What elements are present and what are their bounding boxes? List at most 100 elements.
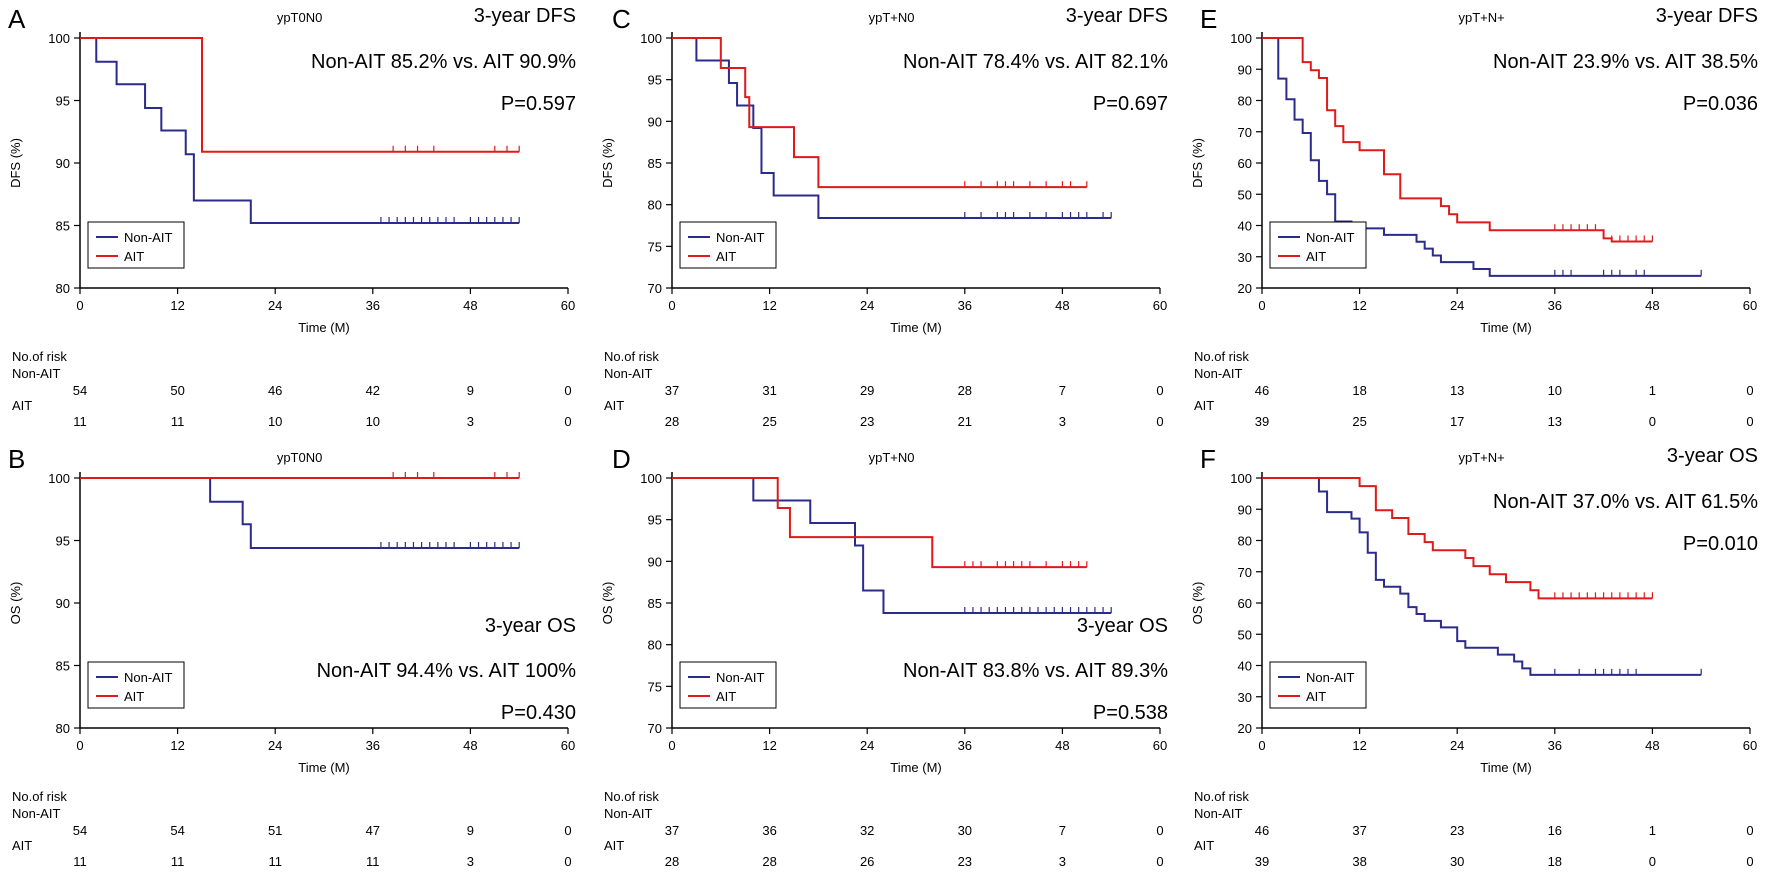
y-tick-label: 70	[1238, 125, 1252, 140]
risk-count-non-ait: 30	[958, 823, 972, 838]
risk-header: No.of risk	[1194, 349, 1249, 364]
risk-count-non-ait: 7	[1059, 383, 1066, 398]
risk-count-non-ait: 37	[665, 823, 679, 838]
risk-count-ait: 11	[73, 414, 87, 429]
annotation-comparison: Non-AIT 37.0% vs. AIT 61.5%	[1493, 491, 1758, 513]
y-tick-label: 75	[648, 679, 662, 694]
x-tick-label: 48	[1645, 298, 1659, 313]
x-tick-label: 24	[268, 738, 282, 753]
annotation-endpoint: 3-year DFS	[1066, 5, 1168, 27]
legend-label: Non-AIT	[124, 670, 172, 685]
risk-count-non-ait: 0	[1156, 383, 1163, 398]
risk-count-ait: 25	[762, 414, 776, 429]
annotation-comparison: Non-AIT 78.4% vs. AIT 82.1%	[903, 51, 1168, 73]
x-tick-label: 12	[762, 298, 776, 313]
panel-letter: A	[8, 4, 26, 34]
annotation-comparison: Non-AIT 23.9% vs. AIT 38.5%	[1493, 51, 1758, 73]
risk-count-non-ait: 51	[268, 823, 282, 838]
x-tick-label: 24	[1450, 298, 1464, 313]
x-axis-label: Time (M)	[298, 760, 350, 775]
risk-count-ait: 17	[1450, 414, 1464, 429]
legend-label: AIT	[124, 249, 144, 264]
legend-label: Non-AIT	[1306, 230, 1354, 245]
legend-label: AIT	[124, 689, 144, 704]
risk-label-non-ait: Non-AIT	[1194, 366, 1242, 381]
y-tick-label: 80	[56, 281, 70, 296]
annotation-endpoint: 3-year DFS	[474, 5, 576, 27]
risk-count-ait: 0	[1746, 854, 1753, 869]
annotation-p-value: P=0.430	[501, 702, 576, 724]
y-tick-label: 60	[1238, 596, 1252, 611]
km-curve-non-ait	[1262, 477, 1702, 676]
risk-header: No.of risk	[1194, 789, 1249, 804]
panel-subtitle: ypT0N0	[277, 450, 323, 465]
risk-label-ait: AIT	[1194, 838, 1214, 853]
y-tick-label: 20	[1238, 281, 1252, 296]
y-tick-label: 100	[48, 31, 70, 46]
x-tick-label: 48	[1055, 298, 1069, 313]
y-axis-label: OS (%)	[8, 582, 23, 625]
x-tick-label: 36	[958, 298, 972, 313]
y-tick-label: 80	[648, 638, 662, 653]
km-curve-ait	[672, 477, 1087, 569]
risk-header: No.of risk	[604, 349, 659, 364]
x-tick-label: 60	[1153, 738, 1167, 753]
risk-count-ait: 23	[860, 414, 874, 429]
risk-count-ait: 11	[171, 854, 185, 869]
risk-count-ait: 30	[1450, 854, 1464, 869]
risk-count-ait: 26	[860, 854, 874, 869]
risk-count-ait: 28	[665, 414, 679, 429]
annotation-p-value: P=0.036	[1683, 93, 1758, 115]
y-tick-label: 70	[648, 721, 662, 736]
legend-label: AIT	[716, 249, 736, 264]
risk-count-non-ait: 0	[564, 383, 571, 398]
legend-box	[1269, 221, 1367, 269]
y-tick-label: 20	[1238, 721, 1252, 736]
y-axis-label: DFS (%)	[1190, 138, 1205, 188]
y-tick-label: 90	[1238, 62, 1252, 77]
x-tick-label: 48	[463, 738, 477, 753]
x-axis-label: Time (M)	[890, 760, 942, 775]
risk-count-ait: 18	[1548, 854, 1562, 869]
y-axis-label: DFS (%)	[600, 138, 615, 188]
risk-count-ait: 0	[1156, 414, 1163, 429]
legend-box	[1269, 661, 1367, 709]
x-tick-label: 60	[1153, 298, 1167, 313]
risk-count-ait: 3	[467, 854, 474, 869]
y-tick-label: 80	[1238, 94, 1252, 109]
km-curve-non-ait	[1262, 37, 1702, 277]
km-curve-non-ait	[80, 477, 520, 549]
risk-count-non-ait: 46	[1255, 823, 1269, 838]
risk-count-ait: 0	[1746, 414, 1753, 429]
y-axis-label: OS (%)	[1190, 582, 1205, 625]
risk-count-ait: 0	[564, 854, 571, 869]
x-axis-label: Time (M)	[890, 320, 942, 335]
annotation-p-value: P=0.597	[501, 93, 576, 115]
panel-subtitle: ypT+N0	[869, 450, 915, 465]
y-tick-label: 85	[56, 219, 70, 234]
x-tick-label: 24	[268, 298, 282, 313]
annotation-comparison: Non-AIT 83.8% vs. AIT 89.3%	[903, 660, 1168, 682]
risk-label-ait: AIT	[604, 838, 624, 853]
risk-count-non-ait: 46	[1255, 383, 1269, 398]
risk-count-ait: 28	[665, 854, 679, 869]
legend-label: Non-AIT	[124, 230, 172, 245]
risk-count-non-ait: 46	[268, 383, 282, 398]
risk-count-ait: 3	[1059, 854, 1066, 869]
y-tick-label: 70	[648, 281, 662, 296]
y-tick-label: 90	[56, 156, 70, 171]
x-tick-label: 12	[762, 738, 776, 753]
y-tick-label: 100	[640, 471, 662, 486]
y-tick-label: 100	[1230, 31, 1252, 46]
y-tick-label: 90	[1238, 502, 1252, 517]
x-tick-label: 12	[1352, 738, 1366, 753]
y-tick-label: 50	[1238, 627, 1252, 642]
y-tick-label: 40	[1238, 659, 1252, 674]
y-tick-label: 75	[648, 239, 662, 254]
risk-count-non-ait: 47	[366, 823, 380, 838]
risk-count-non-ait: 50	[170, 383, 184, 398]
risk-count-non-ait: 13	[1450, 383, 1464, 398]
panel-letter: E	[1200, 4, 1217, 34]
